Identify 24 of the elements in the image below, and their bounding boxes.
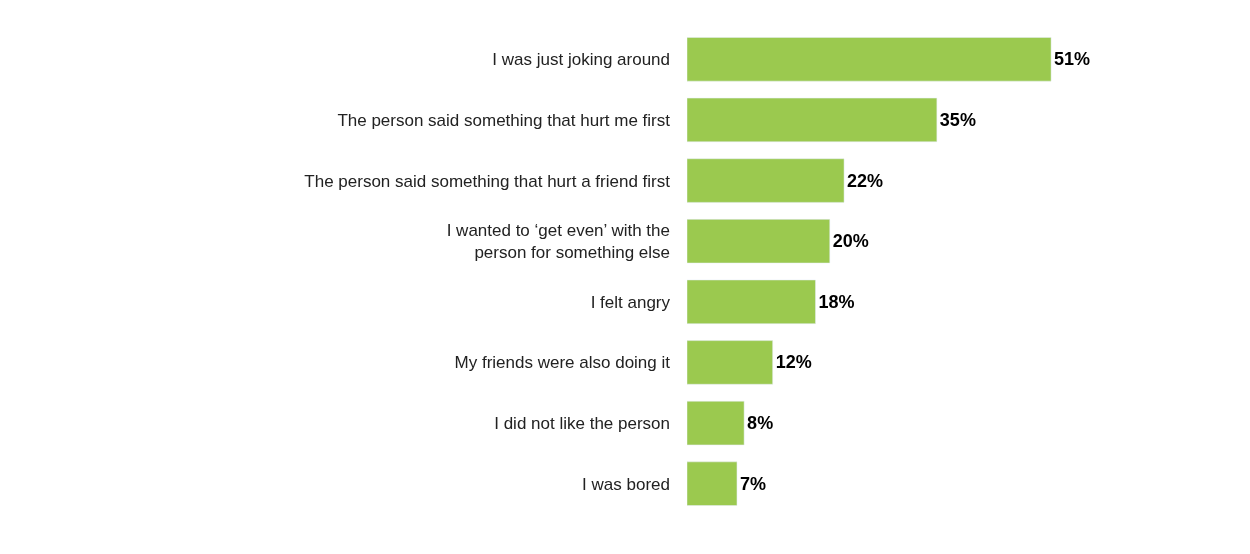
y-tick-label: I was bored: [582, 474, 670, 494]
data-label: 20%: [832, 231, 869, 252]
bar: [687, 97, 938, 143]
data-label: 35%: [939, 109, 976, 130]
y-tick-label: My friends were also doing it: [454, 353, 671, 373]
data-label: 12%: [775, 352, 812, 373]
bar: [687, 400, 745, 446]
y-tick-label: I was just joking around: [492, 50, 670, 70]
y-tick-label: The person said something that hurt me first: [337, 110, 671, 130]
bar: [687, 158, 845, 203]
data-label: 7%: [739, 473, 766, 494]
y-tick-label: I wanted to ‘get even’ with the person for something else: [446, 221, 670, 263]
bar: [687, 461, 738, 506]
y-tick-label: The person said something that hurt a friend first: [304, 171, 671, 191]
bar: [687, 340, 773, 385]
data-label: 22%: [847, 170, 884, 191]
bar: [687, 219, 831, 264]
bar: [687, 37, 1052, 82]
y-tick-label: I did not like the person: [494, 414, 670, 434]
data-label: 8%: [747, 413, 774, 434]
y-tick-label: I felt angry: [590, 292, 671, 312]
data-label: 18%: [818, 291, 855, 312]
bar: [687, 279, 816, 324]
data-label: 51%: [1054, 49, 1091, 70]
